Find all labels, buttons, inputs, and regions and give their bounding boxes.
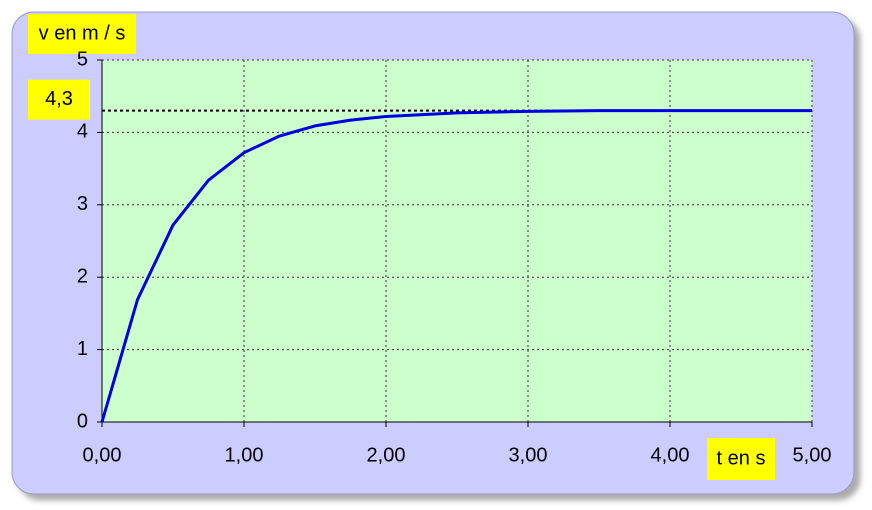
y-tick-label: 5 [77,48,88,70]
y-tick-label: 2 [77,265,88,287]
y-tick-label: 0 [77,410,88,432]
y-tick-label: 1 [77,338,88,360]
x-tick-label: 1,00 [225,444,264,466]
x-label-box [707,438,775,480]
y-axis-label: v en m / s [39,22,126,44]
asymptote-label: 4,3 [45,88,73,110]
y-label-box [28,14,136,54]
x-axis-label: t en s [717,447,766,469]
x-tick-label: 5,00 [793,444,832,466]
y-tick-label: 4 [77,121,88,143]
x-tick-label: 3,00 [509,444,548,466]
x-tick-label: 0,00 [83,444,122,466]
x-tick-label: 4,00 [651,444,690,466]
data-line [100,109,812,423]
y-tick-label: 3 [77,193,88,215]
plot-area [102,60,812,422]
asymptote-label-box [28,79,90,120]
x-tick-label: 2,00 [367,444,406,466]
